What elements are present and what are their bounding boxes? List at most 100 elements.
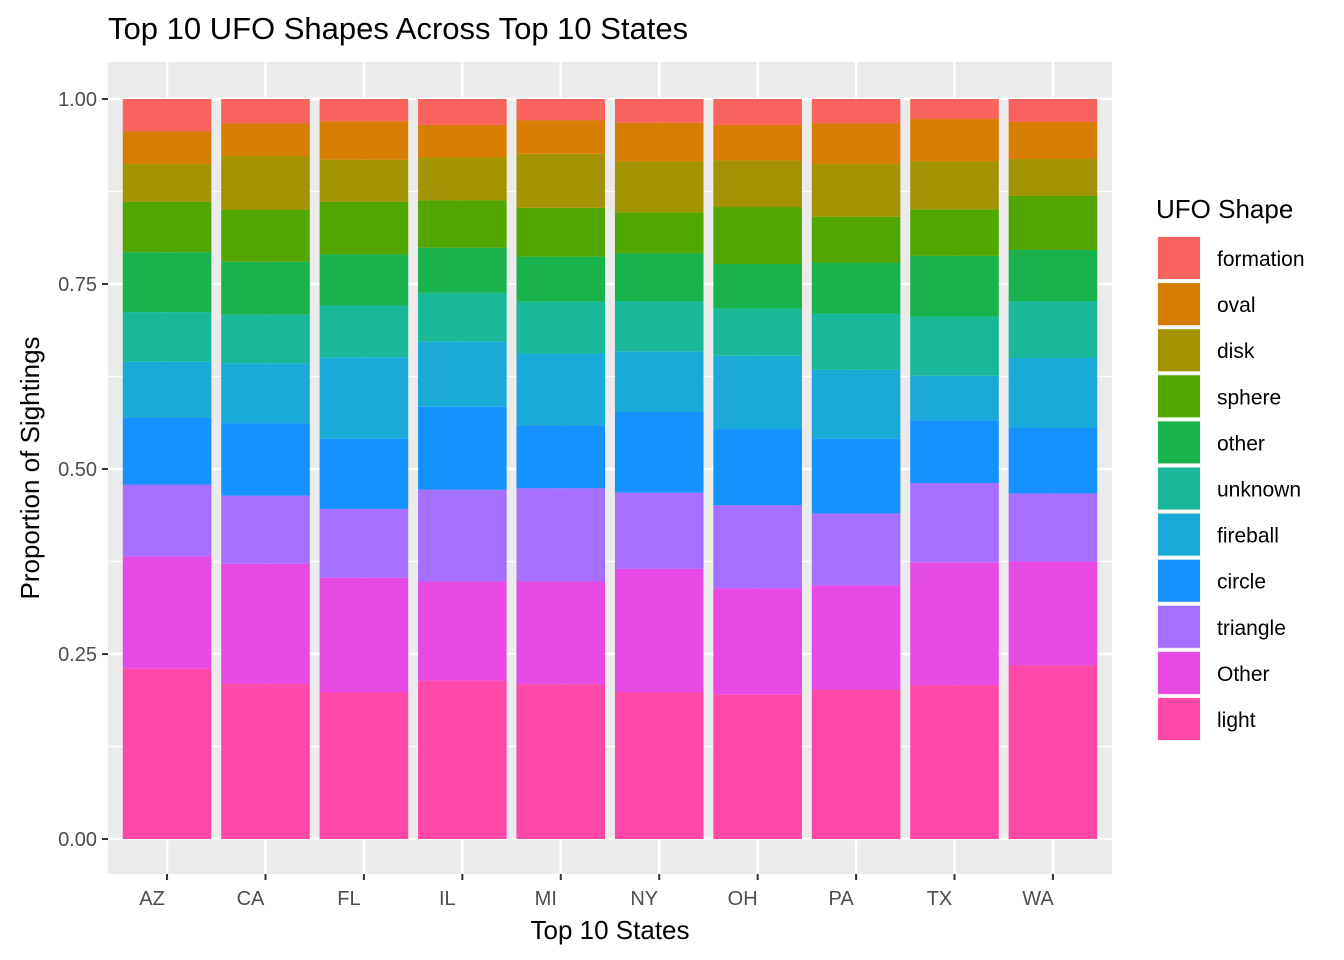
- bar-segment-WA-oval: [1008, 121, 1098, 159]
- bar-segment-AZ-disk: [122, 164, 212, 202]
- x-axis: AZ CA FL IL MI NY OH PA TX WA: [139, 874, 1054, 910]
- bar-segment-AZ-oval: [122, 131, 212, 165]
- bar-segment-MI-triangle: [516, 488, 606, 582]
- bar-segment-WA-Other: [1008, 561, 1098, 666]
- bar-segment-AZ-formation: [122, 99, 212, 132]
- bar-segment-WA-triangle: [1008, 493, 1098, 562]
- y-axis: 0.00 0.25 0.50 0.75 1.00: [58, 89, 108, 851]
- bar-segment-NY-triangle: [614, 492, 704, 569]
- legend-label-oval: oval: [1217, 294, 1256, 317]
- legend-swatch-light: [1158, 698, 1200, 740]
- bar-segment-NY-disk: [614, 161, 704, 213]
- bar-segment-MI-formation: [516, 99, 606, 121]
- legend-swatch-unknown: [1158, 467, 1200, 510]
- bar-segment-TX-circle: [910, 420, 999, 484]
- bar-segment-FL-triangle: [319, 508, 409, 578]
- bar-segment-PA-formation: [811, 99, 901, 124]
- legend-label-unknown: unknown: [1217, 479, 1301, 502]
- bar-segment-NY-light: [614, 692, 704, 839]
- x-tick-label-MI: MI: [535, 888, 557, 910]
- bar-segment-WA-disk: [1008, 158, 1098, 196]
- bar-segment-CA-unknown: [221, 314, 310, 364]
- bar-segment-IL-triangle: [418, 489, 507, 582]
- bar-segment-FL-unknown: [319, 305, 409, 358]
- bar-segment-OH-formation: [713, 99, 802, 125]
- bar-segment-MI-unknown: [516, 301, 606, 354]
- bar-segment-OH-sphere: [713, 207, 802, 265]
- bar-segment-OH-circle: [713, 429, 802, 506]
- bar-segment-OH-Other: [713, 588, 802, 695]
- bar-segment-PA-fireball: [811, 369, 901, 439]
- bar-segment-CA-fireball: [221, 363, 310, 424]
- bar-segment-FL-light: [319, 692, 409, 839]
- bar-segment-WA-unknown: [1008, 301, 1098, 358]
- bars: [122, 99, 1098, 839]
- bar-segment-PA-circle: [811, 438, 901, 514]
- bar-segment-PA-triangle: [811, 513, 901, 586]
- bar-segment-TX-light: [910, 685, 999, 839]
- bar-segment-WA-fireball: [1008, 358, 1098, 428]
- y-tick-label: 0.75: [58, 274, 97, 296]
- bar-segment-WA-circle: [1008, 427, 1098, 494]
- bar-segment-AZ-sphere: [122, 201, 212, 253]
- bar-segment-OH-triangle: [713, 505, 802, 589]
- y-axis-title: Proportion of Sightings: [15, 336, 45, 599]
- bar-segment-FL-circle: [319, 438, 409, 509]
- x-tick-label-PA: PA: [828, 888, 854, 910]
- bar-segment-IL-other: [418, 247, 507, 293]
- legend-label-disk: disk: [1217, 340, 1255, 363]
- bar-segment-CA-oval: [221, 123, 310, 156]
- bar-segment-MI-other: [516, 256, 606, 302]
- x-tick-label-OH: OH: [728, 888, 758, 910]
- bar-segment-WA-sphere: [1008, 195, 1098, 250]
- bar-segment-TX-fireball: [910, 375, 999, 421]
- bar-segment-OH-disk: [713, 160, 802, 208]
- bar-segment-IL-oval: [418, 124, 507, 158]
- bar-segment-IL-fireball: [418, 341, 507, 407]
- legend-title: UFO Shape: [1156, 194, 1293, 224]
- bar-segment-PA-Other: [811, 585, 901, 690]
- legend-label-fireball: fireball: [1217, 525, 1279, 548]
- legend: UFO Shape formation oval disk sphere other un…: [1156, 194, 1305, 741]
- legend-label-sphere: sphere: [1217, 386, 1281, 409]
- bar-segment-CA-other: [221, 261, 310, 315]
- bar-segment-AZ-triangle: [122, 484, 212, 557]
- legend-label-Other: Other: [1217, 663, 1270, 686]
- bar-segment-OH-other: [713, 264, 802, 309]
- x-tick-label-WA: WA: [1022, 888, 1054, 910]
- bar-segment-TX-other: [910, 255, 999, 317]
- bar-segment-WA-light: [1008, 665, 1098, 839]
- bar-segment-PA-sphere: [811, 216, 901, 263]
- bar-segment-CA-circle: [221, 423, 310, 496]
- bar-segment-WA-other: [1008, 249, 1098, 302]
- bar-segment-OH-light: [713, 694, 802, 839]
- bar-segment-IL-Other: [418, 581, 507, 681]
- legend-label-triangle: triangle: [1217, 617, 1286, 640]
- y-tick-label: 0.25: [58, 644, 97, 666]
- bar-segment-NY-sphere: [614, 212, 704, 253]
- bar-segment-PA-disk: [811, 164, 901, 217]
- bar-segment-IL-disk: [418, 157, 507, 201]
- bar-segment-AZ-circle: [122, 417, 212, 485]
- bar-segment-AZ-light: [122, 668, 212, 839]
- bar-segment-PA-oval: [811, 123, 901, 165]
- bar-segment-FL-Other: [319, 577, 409, 693]
- bar-segment-AZ-Other: [122, 556, 212, 669]
- chart-title: Top 10 UFO Shapes Across Top 10 States: [108, 11, 688, 46]
- bar-segment-TX-sphere: [910, 209, 999, 256]
- x-axis-title: Top 10 States: [531, 915, 690, 945]
- bar-segment-TX-oval: [910, 118, 999, 162]
- legend-swatch-Other: [1158, 651, 1200, 694]
- legend-label-other: other: [1217, 432, 1265, 455]
- x-tick-label-IL: IL: [439, 888, 456, 910]
- bar-segment-AZ-fireball: [122, 361, 212, 418]
- bar-segment-CA-formation: [221, 99, 310, 124]
- bar-segment-MI-Other: [516, 581, 606, 685]
- legend-swatch-other: [1158, 421, 1200, 464]
- bar-segment-CA-sphere: [221, 210, 310, 262]
- bar-segment-MI-circle: [516, 425, 606, 489]
- bar-segment-NY-formation: [614, 99, 704, 123]
- bar-segment-WA-formation: [1008, 99, 1098, 122]
- bar-segment-FL-other: [319, 254, 409, 306]
